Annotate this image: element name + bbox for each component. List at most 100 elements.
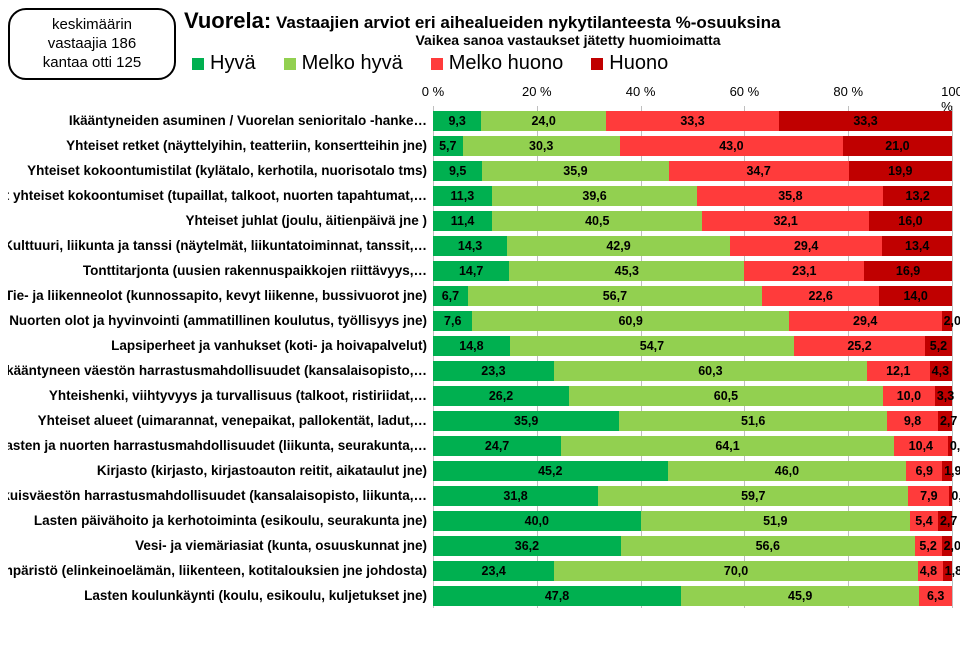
bar-row: 5,730,343,021,0 <box>433 133 952 158</box>
segment-value: 54,7 <box>638 339 666 353</box>
chart: Ikääntyneiden asuminen / Vuorelan senior… <box>8 84 952 608</box>
axis-tick: 0 % <box>422 84 444 99</box>
segment-value: 1,8 <box>943 564 960 578</box>
bar-segment: 30,3 <box>463 136 620 156</box>
segment-value: 5,2 <box>928 339 949 353</box>
title-place: Vuorela: <box>184 8 271 33</box>
segment-value: 60,3 <box>696 364 724 378</box>
bar-row: 7,660,929,42,0 <box>433 308 952 333</box>
axis-tick: 100 % <box>941 84 960 114</box>
bar-row: 24,764,110,40,8 <box>433 433 952 458</box>
row-label: Yhteiset juhlat (joulu, äitienpäivä jne … <box>8 208 433 233</box>
bar-row: 47,845,96,3 <box>433 583 952 608</box>
bar-segment: 45,3 <box>509 261 744 281</box>
bar-row: 31,859,77,90,5 <box>433 483 952 508</box>
bar-segment: 6,7 <box>433 286 468 306</box>
legend-label: Melko hyvä <box>302 52 403 75</box>
bar-segment: 22,6 <box>762 286 879 306</box>
row-label: Ikääntyneen väestön harrastusmahdollisuu… <box>8 358 433 383</box>
bar-row: 14,745,323,116,9 <box>433 258 952 283</box>
row-label: Ympäristö (elinkeinoelämän, liikenteen, … <box>8 558 433 583</box>
row-label: Lasten koulunkäynti (koulu, esikoulu, ku… <box>8 583 433 608</box>
bar-segment: 6,9 <box>906 461 942 481</box>
segment-value: 10,4 <box>907 439 935 453</box>
bar-segment: 36,2 <box>433 536 621 556</box>
row-label: Yhteiset alueet (uimarannat, venepaikat,… <box>8 408 433 433</box>
segment-value: 33,3 <box>851 114 879 128</box>
axis-tick: 80 % <box>833 84 863 99</box>
row-label: Tie- ja liikenneolot (kunnossapito, kevy… <box>8 283 433 308</box>
segment-value: 60,5 <box>712 389 740 403</box>
segment-value: 2,7 <box>938 414 959 428</box>
stacked-bar: 40,051,95,42,7 <box>433 511 952 531</box>
bar-segment: 40,5 <box>492 211 702 231</box>
segment-value: 16,9 <box>894 264 922 278</box>
bar-segment: 31,8 <box>433 486 598 506</box>
segment-value: 7,9 <box>918 489 939 503</box>
segment-value: 13,4 <box>903 239 931 253</box>
bar-segment: 39,6 <box>492 186 698 206</box>
stacked-bar: 23,470,04,8 1,8 <box>433 561 952 581</box>
legend-swatch <box>284 58 296 70</box>
legend-label: Melko huono <box>449 52 564 75</box>
bar-segment: 47,8 <box>433 586 681 606</box>
segment-value: 60,9 <box>616 314 644 328</box>
bar-segment: 34,7 <box>669 161 849 181</box>
stacked-bar: 24,764,110,40,8 <box>433 436 952 456</box>
segment-value: 5,4 <box>913 514 934 528</box>
segment-value: 16,0 <box>896 214 924 228</box>
row-label: Kulttuuri, liikunta ja tanssi (näytelmät… <box>8 233 433 258</box>
segment-value: 2,7 <box>938 514 959 528</box>
legend-label: Huono <box>609 52 668 75</box>
row-label: Aikuisväestön harrastusmahdollisuudet (k… <box>8 483 433 508</box>
segment-value: 4,3 <box>930 364 951 378</box>
bar-segment: 51,9 <box>641 511 910 531</box>
bar-segment: 14,8 <box>433 336 510 356</box>
segment-value: 10,0 <box>895 389 923 403</box>
bar-row: 23,470,04,8 1,8 <box>433 558 952 583</box>
bar-segment: 43,0 <box>620 136 843 156</box>
bar-segment: 23,4 <box>433 561 554 581</box>
legend-swatch <box>192 58 204 70</box>
bar-segment: 7,9 <box>908 486 949 506</box>
bar-row: 23,360,312,14,3 <box>433 358 952 383</box>
segment-value: 45,3 <box>613 264 641 278</box>
stacked-bar: 9,324,033,333,3 <box>433 111 952 131</box>
row-label: Nuorten olot ja hyvinvointi (ammatilline… <box>8 308 433 333</box>
bar-segment: 26,2 <box>433 386 569 406</box>
bar-segment: 1,8 <box>943 561 952 581</box>
segment-value: 30,3 <box>527 139 555 153</box>
legend: HyväMelko hyväMelko huonoHuono <box>192 52 952 75</box>
bar-row: 6,7 56,7 22,614,0 <box>433 283 952 308</box>
segment-value: 43,0 <box>717 139 745 153</box>
bar-row: 45,246,06,91,9 <box>433 458 952 483</box>
bar-segment: 21,0 <box>843 136 952 156</box>
segment-value: 7,6 <box>442 314 463 328</box>
segment-value: 56,7 <box>601 289 629 303</box>
bar-segment: 35,8 <box>697 186 883 206</box>
meta-line3: kantaa otti 125 <box>22 54 162 73</box>
bar-segment: 14,0 <box>879 286 952 306</box>
bar-row: 14,342,929,413,4 <box>433 233 952 258</box>
segment-value: 64,1 <box>713 439 741 453</box>
bar-segment: 33,3 <box>779 111 952 131</box>
stacked-bar: 14,745,323,116,9 <box>433 261 952 281</box>
segment-value: 29,4 <box>851 314 879 328</box>
bar-segment: 60,9 <box>472 311 788 331</box>
meta-line2: vastaajia 186 <box>22 35 162 54</box>
bar-segment: 9,8 <box>887 411 938 431</box>
legend-item: Melko huono <box>431 52 564 75</box>
row-label: Yhteishenki, viihtyvyys ja turvallisuus … <box>8 383 433 408</box>
segment-value: 4,8 <box>918 564 939 578</box>
bar-segment: 42,9 <box>507 236 730 256</box>
segment-value: 11,4 <box>449 214 477 228</box>
stacked-bar: 11,440,532,116,0 <box>433 211 952 231</box>
bar-segment: 70,0 <box>554 561 917 581</box>
segment-value: 2,0 <box>942 314 960 328</box>
segment-value: 6,7 <box>440 289 461 303</box>
bar-segment: 25,2 <box>794 336 925 356</box>
row-label: Tonttitarjonta (uusien rakennuspaikkojen… <box>8 258 433 283</box>
row-label: Ikääntyneiden asuminen / Vuorelan senior… <box>8 108 433 133</box>
x-axis: 0 %20 %40 %60 %80 %100 % <box>433 84 952 106</box>
legend-item: Huono <box>591 52 668 75</box>
